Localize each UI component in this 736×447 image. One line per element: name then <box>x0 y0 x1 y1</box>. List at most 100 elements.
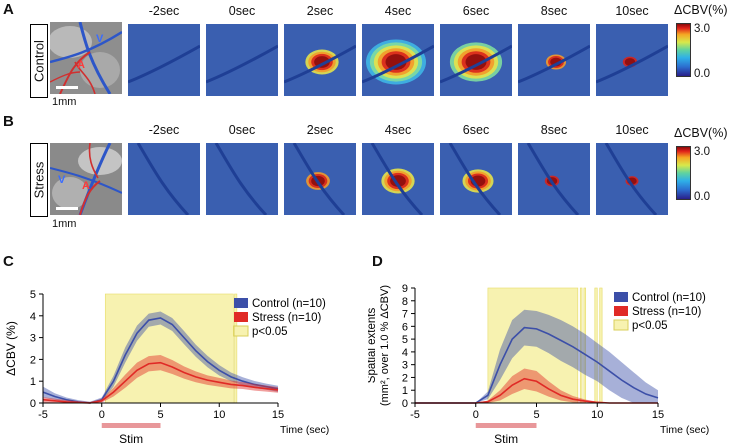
chart-d-ytick-label-5: 5 <box>402 334 408 346</box>
cbv-map-control-0 <box>128 24 200 96</box>
chart-c-xlabel: Time (sec) <box>280 424 329 436</box>
cbv-map-stress-6 <box>596 143 668 215</box>
chart-d-xtick-label-4: 15 <box>652 409 664 421</box>
chart-d-xtick-label-3: 10 <box>591 409 603 421</box>
time-label-stress-6: 10sec <box>615 123 649 137</box>
chart-c-ytick-label-5: 5 <box>30 289 36 301</box>
scale-label-b: 1mm <box>52 218 77 230</box>
chart-c-band-1 <box>43 355 278 403</box>
time-label-stress-0: -2sec <box>148 123 180 137</box>
time-label-control-3: 4sec <box>384 4 412 18</box>
vein-label: V <box>96 33 104 45</box>
chart-d-ytick-label-6: 6 <box>402 321 408 333</box>
row-label-stress: Stress <box>30 143 48 217</box>
colorbar-max-a: 3.0 <box>694 23 710 35</box>
time-label-control-2: 2sec <box>306 4 334 18</box>
chart-d-legend-swatch-1 <box>614 306 628 316</box>
cbv-map-control-6 <box>596 24 668 96</box>
cbv-map-control-1 <box>206 24 278 96</box>
time-label-stress-4: 6sec <box>462 123 490 137</box>
chart-d-stim-label: Stim <box>494 432 518 446</box>
colorbar-a <box>676 23 691 77</box>
cbv-map-control-2 <box>284 24 356 96</box>
chart-c-legend-swatch-0 <box>234 298 248 308</box>
chart-c-xtick-label-3: 10 <box>213 409 225 421</box>
cortex-photo-control: V A <box>50 22 122 94</box>
cbv-map-control-5 <box>518 24 590 96</box>
chart-d-sig-span-0 <box>487 287 579 404</box>
scale-bar <box>56 86 78 89</box>
colorbar-title-b: ΔCBV(%) <box>674 126 728 140</box>
panel-letter-a: A <box>3 1 14 18</box>
chart-c-xtick-label-0: -5 <box>38 409 48 421</box>
chart-c-ytick-label-0: 0 <box>30 398 36 410</box>
chart-d-ytick-label-0: 0 <box>402 398 408 410</box>
time-label-control-1: 0sec <box>228 4 256 18</box>
chart-d-band-1 <box>415 368 658 403</box>
chart-d-ytick-label-3: 3 <box>402 360 408 372</box>
chart-c-legend-label-1: Stress (n=10) <box>252 312 322 324</box>
artery-label-b: A <box>82 180 90 192</box>
chart-d-ytick-label-8: 8 <box>402 296 408 308</box>
chart-c-ylabel: ΔCBV (%) <box>4 321 18 376</box>
time-label-control-4: 6sec <box>462 4 490 18</box>
chart-c-stim-bar <box>101 423 161 428</box>
time-label-stress-3: 4sec <box>384 123 412 137</box>
chart-d-xtick-label-2: 5 <box>533 409 539 421</box>
colorbar-min-b: 0.0 <box>694 191 710 203</box>
chart-c-xtick-label-2: 5 <box>157 409 163 421</box>
chart-d-ylabel: Spatial extents <box>368 308 378 384</box>
chart-d-xlabel: Time (sec) <box>660 424 709 436</box>
colorbar-title-a: ΔCBV(%) <box>674 3 728 17</box>
chart-d-ytick-label-9: 9 <box>402 283 408 295</box>
row-label-control: Control <box>30 24 48 98</box>
colorbar-max-b: 3.0 <box>694 146 710 158</box>
chart-d-legend-label-1: Stress (n=10) <box>632 306 702 318</box>
chart-d-ylabel2: (mm², over 1.0 % ΔCBV) <box>379 285 391 406</box>
colorbar-b <box>676 146 691 200</box>
chart-d-ytick-label-4: 4 <box>402 347 408 359</box>
chart-d-ytick-label-1: 1 <box>402 385 408 397</box>
chart-c-ytick-label-2: 2 <box>30 354 36 366</box>
panel-letter-c: C <box>3 253 14 270</box>
cbv-map-stress-5 <box>518 143 590 215</box>
cbv-map-stress-4 <box>440 143 512 215</box>
chart-c-ytick-label-4: 4 <box>30 311 36 323</box>
time-label-stress-2: 2sec <box>306 123 334 137</box>
panel-letter-d: D <box>372 253 383 270</box>
chart-d-ytick-label-2: 2 <box>402 372 408 384</box>
chart-d-xtick-label-1: 0 <box>473 409 479 421</box>
row-label-stress-text: Stress <box>31 161 47 199</box>
cbv-map-stress-1 <box>206 143 278 215</box>
cbv-map-control-3 <box>362 24 434 96</box>
chart-d-legend-label-2: p<0.05 <box>632 320 668 332</box>
time-label-stress-1: 0sec <box>228 123 256 137</box>
cbv-map-stress-0 <box>128 143 200 215</box>
scale-bar-b <box>56 207 78 210</box>
chart-c-legend-swatch-1 <box>234 312 248 322</box>
chart-c-legend-swatch-2 <box>233 325 249 337</box>
chart-d-legend-label-0: Control (n=10) <box>632 292 706 304</box>
chart-c-ytick-label-3: 3 <box>30 333 36 345</box>
panel-letter-b: B <box>3 113 14 130</box>
chart-d-band-0 <box>415 309 658 403</box>
chart-c-sig-span-0 <box>104 293 234 404</box>
cbv-map-control-4 <box>440 24 512 96</box>
time-label-control-5: 8sec <box>540 4 568 18</box>
cortex-photo-stress: V A <box>50 143 122 215</box>
chart-d-stim-bar <box>475 423 537 428</box>
chart-c-xtick-label-4: 15 <box>272 409 284 421</box>
chart-c-legend-label-2: p<0.05 <box>252 326 288 338</box>
artery-label: A <box>77 59 85 71</box>
chart-c-legend-label-0: Control (n=10) <box>252 298 326 310</box>
chart-c-xtick-label-1: 0 <box>99 409 105 421</box>
time-label-stress-5: 8sec <box>540 123 568 137</box>
chart-d-xtick-label-0: -5 <box>410 409 420 421</box>
row-label-control-text: Control <box>31 40 47 82</box>
scale-label-a: 1mm <box>52 96 77 108</box>
vein-label-b: V <box>58 174 66 186</box>
cbv-map-stress-3 <box>362 143 434 215</box>
cbv-map-stress-2 <box>284 143 356 215</box>
